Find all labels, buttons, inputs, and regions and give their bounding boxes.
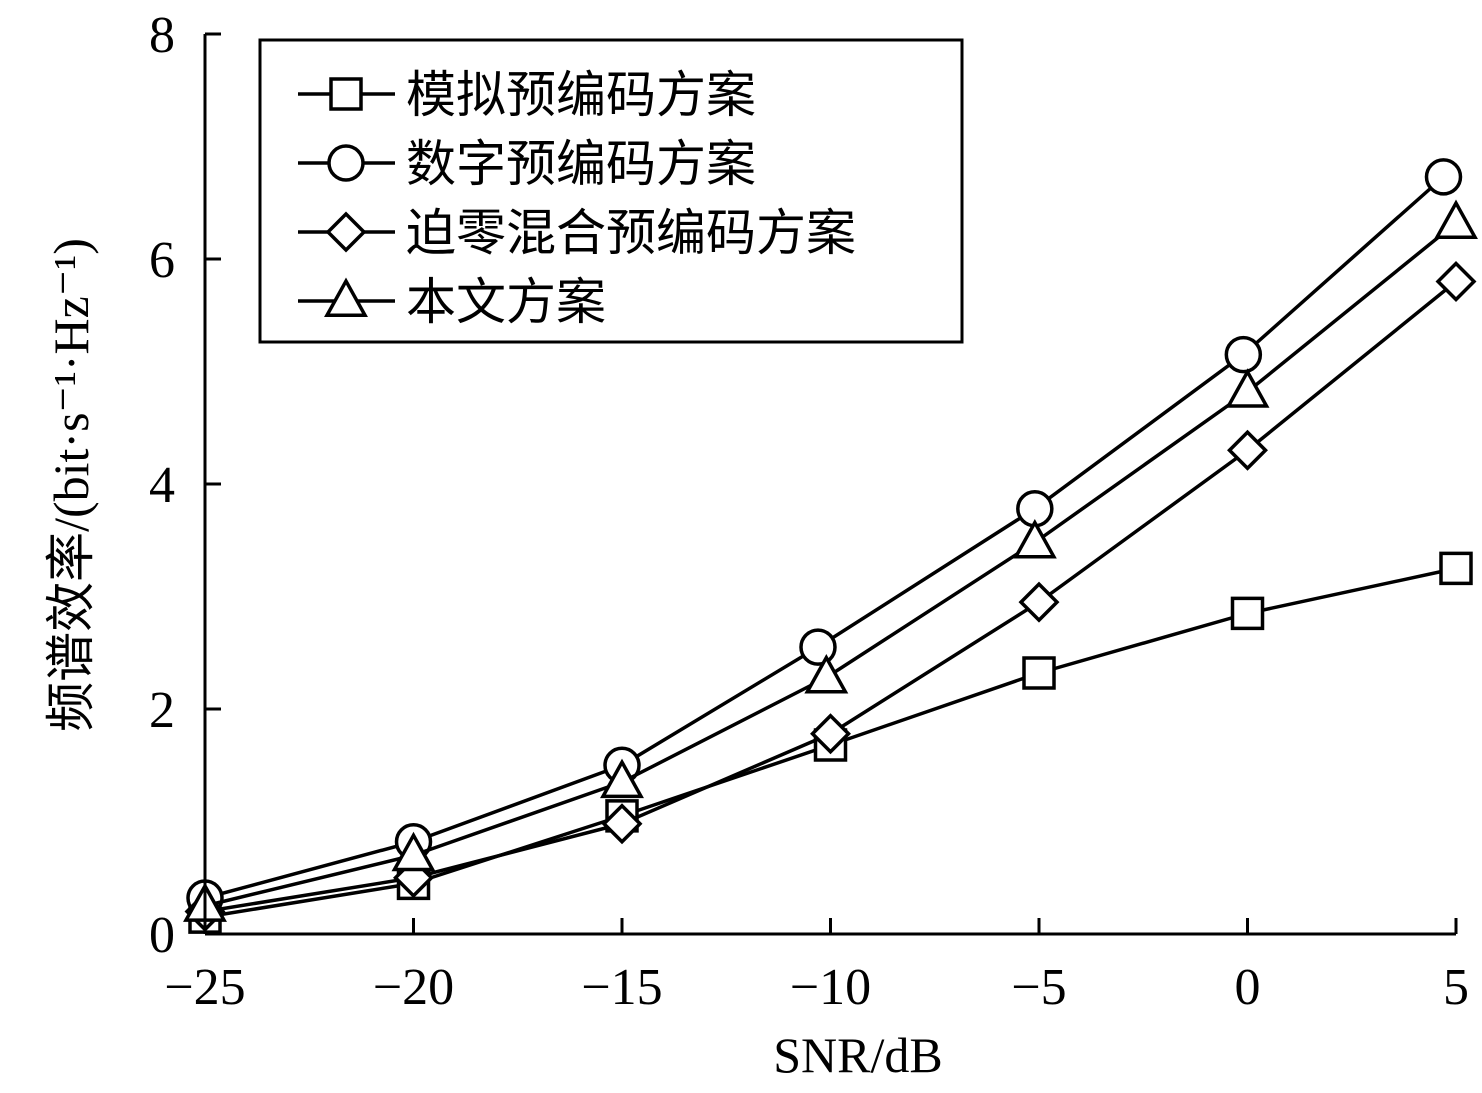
legend-box bbox=[258, 38, 964, 344]
legend-marker bbox=[324, 277, 368, 317]
legend-label: 本文方案 bbox=[406, 274, 606, 330]
legend-entry: 数字预编码方案 bbox=[298, 136, 756, 192]
x-tick-label: −25 bbox=[164, 959, 245, 1016]
legend-label: 模拟预编码方案 bbox=[406, 67, 756, 123]
x-tick-label: 5 bbox=[1443, 959, 1469, 1016]
data-point bbox=[1224, 335, 1263, 374]
data-point bbox=[1225, 368, 1270, 408]
data-point bbox=[1434, 199, 1478, 239]
legend-marker bbox=[329, 77, 363, 111]
data-point bbox=[1022, 656, 1056, 690]
axes: −25 −20 −15 −10 −5 0 5 0 2 4 6 8 bbox=[149, 7, 1469, 1016]
data-point bbox=[391, 831, 436, 872]
y-tick-label: 6 bbox=[149, 232, 175, 289]
data-point bbox=[1018, 581, 1060, 623]
data-point bbox=[1012, 518, 1057, 559]
legend-entry: 本文方案 bbox=[298, 274, 606, 330]
y-tick-label: 2 bbox=[149, 682, 175, 739]
legend-label: 迫零混合预编码方案 bbox=[406, 205, 856, 261]
y-tick-label: 8 bbox=[149, 7, 175, 64]
x-tick-label: 0 bbox=[1235, 959, 1261, 1016]
legend-entry: 迫零混合预编码方案 bbox=[298, 205, 856, 261]
y-tick-label: 4 bbox=[149, 457, 175, 514]
plot-area bbox=[183, 158, 1478, 934]
series-triangle bbox=[183, 199, 1478, 922]
y-axis-title: 频谱效率/(bit·s⁻¹·Hz⁻¹) bbox=[43, 238, 99, 732]
data-point bbox=[1435, 261, 1477, 302]
x-axis-title: SNR/dB bbox=[773, 1027, 943, 1083]
data-point bbox=[1424, 158, 1463, 196]
data-point bbox=[1230, 596, 1265, 631]
legend-entry: 模拟预编码方案 bbox=[298, 67, 756, 123]
x-tick-label: −10 bbox=[790, 959, 871, 1016]
data-point bbox=[600, 758, 644, 799]
x-tick-label: −20 bbox=[373, 959, 454, 1016]
y-tick-label: 0 bbox=[149, 907, 175, 964]
legend-label: 数字预编码方案 bbox=[406, 136, 756, 192]
x-tick-label: −15 bbox=[581, 959, 662, 1016]
data-point bbox=[1439, 551, 1473, 586]
legend-marker bbox=[325, 211, 367, 253]
data-point bbox=[1227, 429, 1268, 471]
x-tick-label: −5 bbox=[1011, 959, 1066, 1016]
data-point bbox=[810, 713, 851, 755]
data-point bbox=[601, 803, 643, 845]
data-point bbox=[799, 628, 837, 666]
data-point bbox=[804, 653, 849, 694]
legend-marker bbox=[327, 144, 365, 182]
series-diamond bbox=[184, 261, 1477, 932]
